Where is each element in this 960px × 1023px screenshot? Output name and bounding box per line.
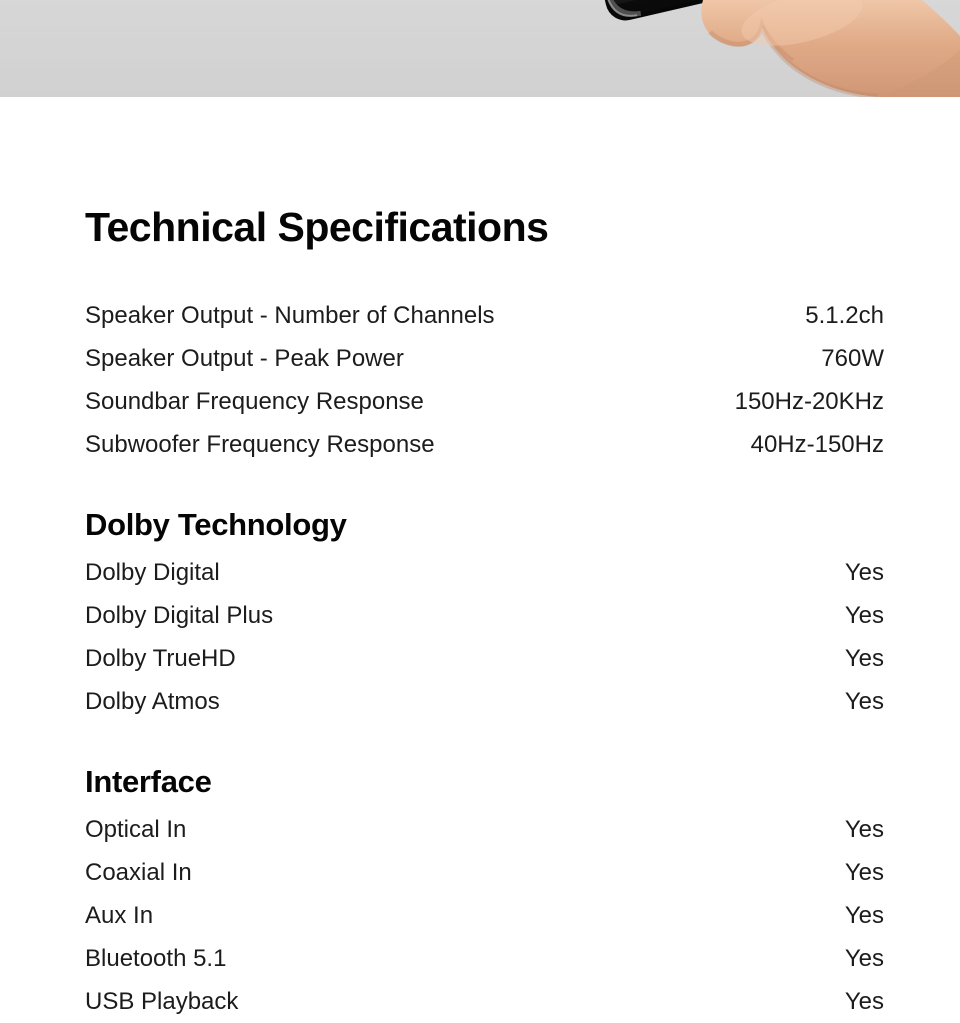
spec-row: Speaker Output - Number of Channels 5.1.…	[85, 294, 884, 337]
spec-section-general: Speaker Output - Number of Channels 5.1.…	[85, 294, 884, 466]
spec-label: Soundbar Frequency Response	[85, 388, 424, 415]
spec-value: Yes	[844, 559, 884, 586]
spec-label: Optical In	[85, 816, 187, 843]
spec-row: Dolby Digital Yes	[85, 551, 884, 594]
spec-value: Yes	[844, 988, 884, 1015]
spec-label: Subwoofer Frequency Response	[85, 431, 435, 458]
spec-row: Dolby TrueHD Yes	[85, 637, 884, 680]
spec-label: Dolby Digital	[85, 559, 220, 586]
page-title: Technical Specifications	[85, 204, 549, 250]
spec-row: Optical In Yes	[85, 808, 884, 851]
spec-value: Yes	[844, 645, 884, 672]
spec-label: Aux In	[85, 902, 154, 929]
spec-row: Dolby Digital Plus Yes	[85, 594, 884, 637]
spec-label: Speaker Output - Peak Power	[85, 345, 404, 372]
spec-row: Soundbar Frequency Response 150Hz-20KHz	[85, 380, 884, 423]
spec-content: Technical Specifications Speaker Output …	[0, 201, 960, 1023]
spec-row: Dolby Atmos Yes	[85, 680, 884, 723]
spec-section-interface: Interface Optical In Yes Coaxial In Yes …	[85, 761, 884, 1023]
spec-value: 40Hz-150Hz	[750, 431, 884, 458]
spec-value: Yes	[844, 602, 884, 629]
spec-label: Speaker Output - Number of Channels	[85, 302, 495, 329]
spec-value: 150Hz-20KHz	[734, 388, 884, 415]
spec-value: Yes	[844, 945, 884, 972]
spec-row: Aux In Yes	[85, 894, 884, 937]
spec-value: 5.1.2ch	[805, 302, 884, 329]
spec-label: Bluetooth 5.1	[85, 945, 227, 972]
hand-holding-remote-illustration	[0, 0, 960, 97]
spec-label: Dolby TrueHD	[85, 645, 236, 672]
spec-value: Yes	[844, 902, 884, 929]
remote-control	[588, 0, 816, 21]
spec-label: Dolby Atmos	[85, 688, 220, 715]
spec-value: 760W	[821, 345, 884, 372]
spec-row: Subwoofer Frequency Response 40Hz-150Hz	[85, 423, 884, 466]
spec-label: Coaxial In	[85, 859, 192, 886]
spec-value: Yes	[844, 859, 884, 886]
section-title: Interface	[85, 764, 212, 799]
spec-row: USB Playback Yes	[85, 980, 884, 1023]
spec-label: USB Playback	[85, 988, 239, 1015]
hand	[701, 0, 960, 97]
spec-value: Yes	[844, 688, 884, 715]
section-title: Dolby Technology	[85, 507, 347, 542]
spec-row: Coaxial In Yes	[85, 851, 884, 894]
spec-label: Dolby Digital Plus	[85, 602, 274, 629]
spec-value: Yes	[844, 816, 884, 843]
product-banner	[0, 0, 960, 97]
spec-row: Speaker Output - Peak Power 760W	[85, 337, 884, 380]
spec-section-dolby: Dolby Technology Dolby Digital Yes Dolby…	[85, 504, 884, 723]
spec-row: Bluetooth 5.1 Yes	[85, 937, 884, 980]
